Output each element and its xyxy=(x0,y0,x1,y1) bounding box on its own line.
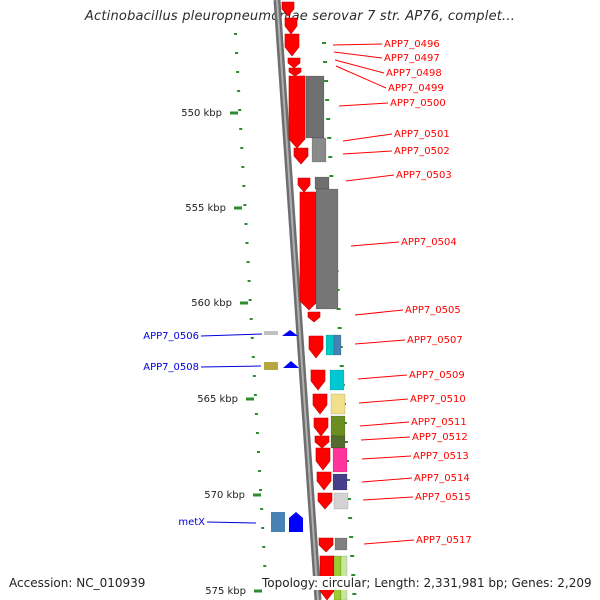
gene-label: APP7_0501 xyxy=(394,129,450,140)
label-connector xyxy=(359,421,410,427)
homology-block xyxy=(271,512,285,532)
gene-label: metX xyxy=(178,517,205,528)
reverse-gene-arrow xyxy=(282,330,298,336)
label-connectors xyxy=(200,43,415,545)
label-connector xyxy=(350,241,400,247)
homology-block xyxy=(332,447,348,473)
gene-label: APP7_0500 xyxy=(390,98,446,109)
gene-label: APP7_0502 xyxy=(394,146,450,157)
accession-text: Accession: NC_010939 xyxy=(9,576,146,590)
homology-block xyxy=(330,415,346,437)
forward-gene-arrow xyxy=(299,191,319,311)
scale-label: 555 kbp xyxy=(185,203,226,214)
label-connector xyxy=(360,436,411,441)
map-title: Actinobacillus pleuropneumoniae serovar … xyxy=(84,9,516,24)
gene-label: APP7_0507 xyxy=(407,335,463,346)
label-connector xyxy=(362,496,414,501)
gene-label: APP7_0510 xyxy=(410,394,466,405)
homology-block xyxy=(305,75,325,139)
forward-gene-arrow xyxy=(313,417,329,437)
label-connector xyxy=(200,365,262,368)
label-connector xyxy=(335,65,387,89)
reverse-gene-arrow xyxy=(289,512,303,532)
label-connector xyxy=(342,133,393,142)
label-connector xyxy=(332,43,383,46)
scale-label: 570 kbp xyxy=(204,490,245,501)
gene-label: APP7_0513 xyxy=(413,451,469,462)
gene-label: APP7_0496 xyxy=(384,39,440,50)
label-connector xyxy=(342,150,393,155)
label-connector xyxy=(334,59,385,74)
genome-summary-text: Topology: circular; Length: 2,331,981 bp… xyxy=(262,576,594,590)
homology-block xyxy=(311,137,327,163)
homology-block xyxy=(315,188,339,310)
forward-gene-arrow xyxy=(307,311,321,323)
forward-gene-arrow xyxy=(312,393,328,415)
forward-gene-arrow xyxy=(288,67,302,77)
homology-block xyxy=(314,176,330,190)
homology-block xyxy=(330,393,346,415)
label-connector xyxy=(361,455,412,460)
gene-label: APP7_0509 xyxy=(409,370,465,381)
forward-gene-arrow xyxy=(316,471,332,491)
gene-label: APP7_0499 xyxy=(388,83,444,94)
scale-label: 560 kbp xyxy=(191,298,232,309)
gene-label: APP7_0511 xyxy=(411,417,467,428)
forward-gene-arrow xyxy=(315,447,331,471)
gene-label: APP7_0512 xyxy=(412,432,468,443)
forward-gene-arrow xyxy=(318,537,334,553)
label-connector xyxy=(361,477,413,483)
scale-label: 565 kbp xyxy=(197,394,238,405)
homology-block xyxy=(329,369,345,391)
backbone-highlight xyxy=(276,0,319,600)
homology-block xyxy=(334,537,348,551)
forward-gene-arrow xyxy=(288,75,306,149)
gene-label: APP7_0515 xyxy=(415,492,471,503)
forward-gene-arrow xyxy=(297,177,311,193)
gene-label: APP7_0508 xyxy=(143,362,199,373)
gene-label: APP7_0503 xyxy=(396,170,452,181)
forward-gene-arrow xyxy=(317,492,333,510)
gene-label: APP7_0497 xyxy=(384,53,440,64)
gene-features xyxy=(264,1,349,600)
label-connector xyxy=(354,339,406,345)
forward-gene-arrow xyxy=(293,147,309,165)
homology-block xyxy=(333,492,349,510)
label-connector xyxy=(345,174,395,182)
homology-block xyxy=(333,334,342,356)
label-connector xyxy=(333,51,383,59)
scale-label: 575 kbp xyxy=(205,586,246,597)
label-connector xyxy=(200,333,263,337)
gene-label: APP7_0498 xyxy=(386,68,442,79)
label-connector xyxy=(358,398,409,404)
forward-gene-arrow xyxy=(314,435,330,449)
gene-label: APP7_0506 xyxy=(143,331,199,342)
homology-block xyxy=(264,362,278,370)
scale-label: 550 kbp xyxy=(181,108,222,119)
label-connector xyxy=(363,539,415,545)
label-connector xyxy=(357,374,408,380)
label-connector xyxy=(338,102,389,107)
forward-gene-arrow xyxy=(284,17,298,35)
homology-block xyxy=(330,435,346,449)
gene-label: APP7_0514 xyxy=(414,473,470,484)
gene-label: APP7_0504 xyxy=(401,237,457,248)
homology-block xyxy=(332,473,348,491)
reverse-gene-arrow xyxy=(283,361,299,368)
label-connector xyxy=(354,309,404,316)
forward-gene-arrow xyxy=(284,33,300,57)
homology-block xyxy=(325,334,335,356)
genome-backbone xyxy=(273,0,322,600)
forward-gene-arrow xyxy=(308,335,324,359)
scale-labels: 550 kbp 555 kbp 560 kbp 565 kbp 570 kbp 575 k… xyxy=(181,108,262,597)
label-connector xyxy=(206,521,257,524)
gene-label: APP7_0517 xyxy=(416,535,472,546)
gene-label: APP7_0505 xyxy=(405,305,461,316)
homology-block xyxy=(264,331,278,335)
forward-gene-arrow xyxy=(281,1,295,17)
forward-gene-arrow xyxy=(287,57,301,69)
forward-gene-arrow xyxy=(310,369,326,391)
gene-labels: APP7_0496 APP7_0497 APP7_0498 APP7_0499 APP7… xyxy=(143,39,471,546)
